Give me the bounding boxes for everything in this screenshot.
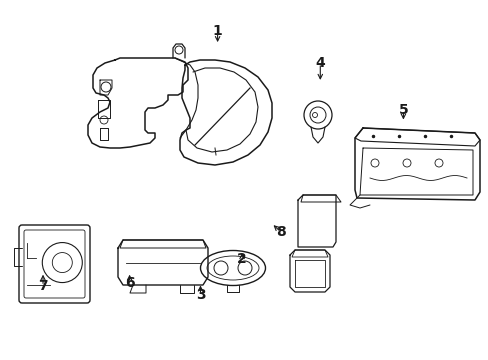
Text: 3: 3	[195, 288, 205, 302]
Text: 8: 8	[276, 225, 285, 239]
Text: 1: 1	[212, 24, 222, 37]
Text: 5: 5	[398, 103, 407, 117]
Text: 2: 2	[237, 252, 246, 266]
Text: 7: 7	[38, 279, 48, 293]
Text: 6: 6	[124, 276, 134, 289]
Text: 4: 4	[315, 56, 325, 70]
